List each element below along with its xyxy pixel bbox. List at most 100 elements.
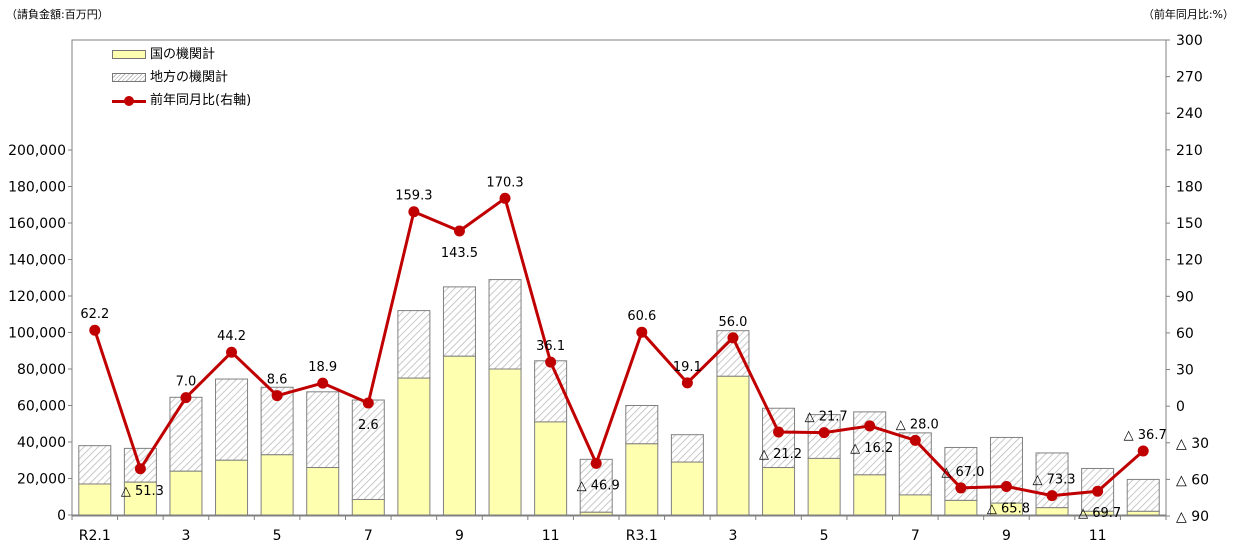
x-axis-tick-label: 3	[728, 528, 737, 544]
legend-item-national: 国の機関計	[112, 46, 251, 69]
x-axis-tick-label: 11	[1089, 528, 1107, 544]
left-axis-tick-label: 60,000	[17, 399, 66, 415]
bar-national-agencies	[306, 467, 340, 516]
legend-label-national: 国の機関計	[150, 47, 216, 62]
yoy-data-label: △ 21.2	[759, 447, 802, 462]
yoy-point	[408, 206, 420, 218]
yoy-point	[1000, 480, 1012, 492]
bar-national-agencies	[944, 499, 978, 516]
bar-local-agencies	[1126, 478, 1160, 512]
x-axis-tick-label: 5	[273, 528, 282, 544]
bar-local-agencies	[625, 405, 659, 445]
yoy-point	[134, 463, 146, 475]
yoy-point	[545, 356, 557, 368]
yoy-data-label: 159.3	[395, 189, 432, 204]
x-axis-tick-label: 3	[181, 528, 190, 544]
left-axis-tick-label: 120,000	[8, 289, 66, 305]
bar-national-agencies	[123, 481, 157, 516]
legend-swatch-national	[112, 50, 146, 59]
yoy-data-label: 60.6	[627, 309, 656, 324]
yoy-point	[180, 392, 192, 404]
yoy-line	[93, 196, 1145, 498]
legend-label-local: 地方の機関計	[150, 70, 229, 85]
right-axis-tick-label: 30	[1176, 363, 1194, 379]
bar-local-agencies	[670, 434, 704, 463]
left-axis-tick-label: 20,000	[17, 472, 66, 488]
bar-national-agencies	[78, 483, 112, 516]
yoy-data-label: △ 51.3	[121, 484, 164, 499]
bar-local-agencies	[442, 286, 476, 357]
yoy-point	[317, 377, 329, 389]
yoy-data-label: △ 16.2	[850, 441, 893, 456]
right-axis-tick-label: △ 30	[1176, 436, 1209, 452]
x-axis-tick-label: 7	[364, 528, 373, 544]
bar-national-agencies	[716, 375, 750, 516]
yoy-point	[1092, 485, 1104, 497]
bar-national-agencies	[215, 459, 249, 516]
yoy-point	[271, 390, 283, 402]
bar-national-agencies	[1126, 510, 1160, 516]
bar-national-agencies	[807, 457, 841, 516]
bar-national-agencies	[260, 454, 294, 516]
bar-national-agencies	[488, 368, 522, 516]
yoy-data-label: 19.1	[673, 360, 702, 375]
bar-local-agencies	[534, 360, 568, 423]
yoy-point	[864, 420, 876, 432]
bar-national-agencies	[351, 498, 385, 516]
right-axis-tick-label: 0	[1176, 399, 1185, 415]
bar-national-agencies	[625, 443, 659, 516]
legend-label-yoy: 前年同月比(右軸)	[150, 93, 252, 108]
left-axis-tick-label: 40,000	[17, 435, 66, 451]
right-axis-tick-label: 210	[1176, 143, 1203, 159]
left-axis-tick-label: 0	[57, 508, 66, 524]
bar-local-agencies	[989, 436, 1023, 504]
yoy-data-label: △ 21.7	[805, 410, 848, 425]
x-axis-tick-label: 9	[1002, 528, 1011, 544]
bar-local-agencies	[351, 399, 385, 500]
yoy-data-label: 36.1	[536, 339, 565, 354]
bar-national-agencies	[989, 502, 1023, 516]
yoy-data-label: △ 36.7	[1124, 428, 1167, 443]
bar-national-agencies	[898, 494, 932, 516]
bar-national-agencies	[853, 474, 887, 516]
yoy-point	[362, 397, 374, 409]
x-axis-tick-label: 9	[455, 528, 464, 544]
bar-national-agencies	[442, 355, 476, 516]
bar-national-agencies	[1035, 507, 1069, 516]
bar-national-agencies	[534, 421, 568, 516]
yoy-point	[727, 332, 739, 344]
right-axis-tick-label: △ 90	[1176, 509, 1209, 525]
bar-national-agencies	[579, 511, 613, 516]
left-axis-tick-label: 140,000	[8, 253, 66, 269]
left-axis-tick-label: 160,000	[8, 216, 66, 232]
yoy-data-label: 62.2	[80, 307, 109, 322]
yoy-point	[1137, 445, 1149, 457]
legend: 国の機関計 地方の機関計 前年同月比(右軸)	[112, 46, 251, 115]
bar-local-agencies	[260, 386, 294, 456]
yoy-data-label: 8.6	[267, 373, 288, 388]
left-axis-tick-label: 180,000	[8, 180, 66, 196]
x-axis-tick-label: 7	[911, 528, 920, 544]
left-axis-tick-label: 200,000	[8, 143, 66, 159]
right-axis-tick-label: 150	[1176, 216, 1203, 232]
yoy-point	[909, 434, 921, 446]
right-axis-tick-label: 270	[1176, 70, 1203, 86]
yoy-point	[590, 457, 602, 469]
bar-national-agencies	[1081, 510, 1115, 516]
bar-local-agencies	[397, 310, 431, 379]
x-axis-tick-label: R2.1	[79, 528, 111, 544]
bar-local-agencies	[215, 378, 249, 461]
right-axis-unit: （前年同月比:%）	[1142, 8, 1234, 21]
legend-swatch-yoy-marker	[124, 96, 134, 106]
yoy-data-label: △ 65.8	[987, 501, 1030, 516]
yoy-data-label: 18.9	[308, 360, 337, 375]
right-axis-tick-label: △ 60	[1176, 472, 1209, 488]
right-axis-tick-label: 300	[1176, 33, 1203, 49]
yoy-point	[636, 326, 648, 338]
yoy-point	[89, 324, 101, 336]
bar-local-agencies	[78, 445, 112, 485]
yoy-point	[499, 192, 511, 204]
x-axis-tick-label: 5	[820, 528, 829, 544]
